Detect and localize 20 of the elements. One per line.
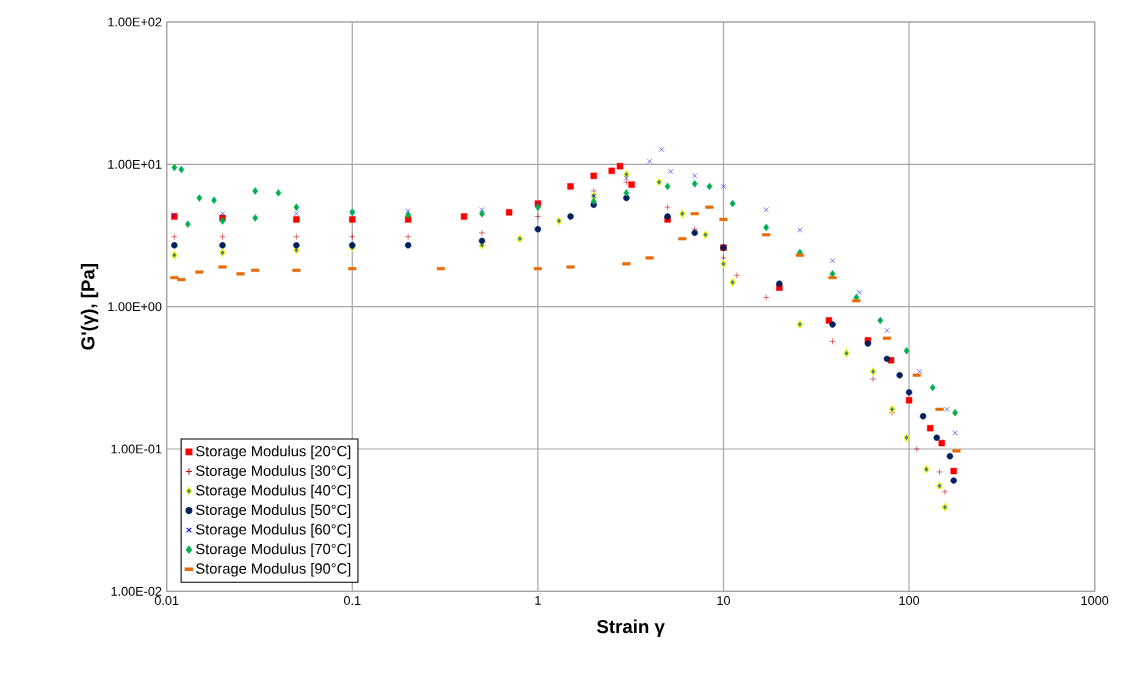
- legend-label: Storage Modulus [50°C]: [196, 504, 351, 518]
- y-tick-label: 1.00E+00: [108, 302, 162, 312]
- x-axis-title: Strain γ: [596, 619, 665, 637]
- x-tick-label: 100: [899, 596, 920, 605]
- legend-label: Storage Modulus [40°C]: [196, 484, 351, 499]
- x-tick-label: 1: [535, 596, 541, 605]
- y-tick-label: 1.00E+02: [108, 17, 162, 27]
- legend-label: Storage Modulus [90°C]: [196, 562, 351, 577]
- y-tick-label: 1.00E-01: [111, 444, 162, 454]
- x-tick-label: 0.1: [343, 596, 361, 605]
- x-tick-label: 1000: [1081, 596, 1109, 605]
- legend-label: Storage Modulus [20°C]: [196, 445, 351, 460]
- x-tick-label: 10: [717, 596, 731, 605]
- y-tick-label: 1.00E-02: [111, 586, 162, 596]
- legend-label: Storage Modulus [70°C]: [196, 543, 351, 558]
- legend-label: Storage Modulus [60°C]: [196, 523, 351, 538]
- y-tick-label: 1.00E+01: [108, 159, 162, 169]
- legend-label: Storage Modulus [30°C]: [196, 465, 351, 479]
- y-axis-title: G'(γ), [Pa]: [80, 264, 99, 350]
- x-tick-label: 0.01: [154, 596, 179, 605]
